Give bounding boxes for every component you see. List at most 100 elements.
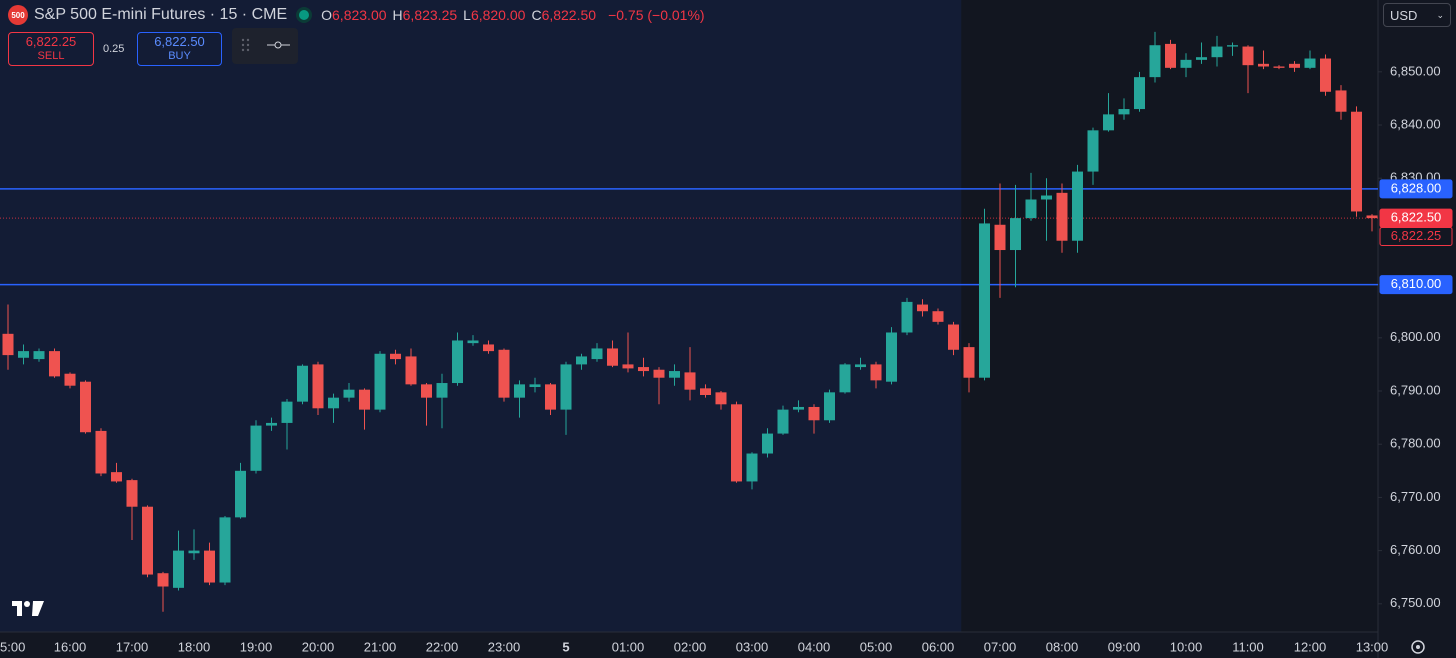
candle-body: [281, 401, 293, 423]
toggle-icon: [241, 38, 290, 52]
x-tick-label: 22:00: [426, 639, 459, 654]
candle-body: [1196, 57, 1207, 60]
candle-body: [1056, 192, 1068, 241]
ohlc: O6,823.00 H6,823.25 L6,820.00 C6,822.50: [321, 7, 602, 23]
candle-body: [1273, 66, 1285, 68]
x-tick-label: 23:00: [488, 639, 521, 654]
candle-body: [684, 372, 696, 390]
candle-body: [1227, 45, 1238, 47]
candle-body: [560, 364, 572, 410]
candle-body: [1149, 45, 1161, 78]
candle-body: [870, 364, 882, 381]
candle-body: [1320, 58, 1331, 92]
candle-body: [421, 384, 432, 398]
candle-body: [343, 389, 355, 398]
candle-body: [653, 369, 665, 378]
candle-body: [483, 344, 494, 352]
candle-body: [1165, 43, 1176, 68]
x-tick-label: 16:00: [54, 639, 87, 654]
x-tick-label: 19:00: [240, 639, 273, 654]
session-background: [961, 0, 1378, 632]
buy-price: 6,822.50: [154, 34, 205, 49]
candle-body: [715, 392, 727, 405]
candle-body: [979, 223, 990, 378]
candle-body: [1351, 111, 1362, 212]
order-panel-toggle[interactable]: [232, 28, 298, 64]
x-tick-label: 18:00: [178, 639, 211, 654]
sell-button[interactable]: 6,822.25 SELL: [8, 32, 94, 66]
currency: USD: [1390, 7, 1418, 23]
candle-body: [452, 340, 463, 384]
candle-body: [250, 425, 262, 471]
candle-body: [1211, 46, 1223, 58]
sell-label: SELL: [37, 50, 65, 62]
candle-body: [793, 406, 804, 410]
candle-body: [1118, 109, 1130, 115]
price-tag: [1379, 226, 1453, 246]
candle-body: [49, 351, 60, 377]
candle-body: [514, 384, 525, 398]
y-tick-label: 6,760.00: [1390, 542, 1441, 557]
candle-body: [142, 506, 153, 575]
x-tick-label: 5: [562, 639, 569, 654]
x-tick-label: 06:00: [922, 639, 955, 654]
x-tick-label: 09:00: [1108, 639, 1141, 654]
candle-body: [18, 351, 29, 358]
candle-body: [297, 365, 308, 402]
buy-label: BUY: [168, 50, 191, 62]
candle-body: [80, 381, 91, 433]
y-tick-label: 6,800.00: [1390, 329, 1441, 344]
y-tick-label: 6,840.00: [1390, 116, 1441, 131]
candle-body: [1134, 77, 1145, 110]
x-tick-label: 04:00: [798, 639, 831, 654]
candle-body: [731, 404, 742, 482]
candle-body: [157, 573, 169, 587]
buy-button[interactable]: 6,822.50 BUY: [137, 32, 222, 66]
x-tick-label: 11:00: [1232, 639, 1264, 654]
candle-body: [436, 383, 448, 398]
x-tick-label: 13:00: [1356, 639, 1389, 654]
price-tag-label: 6,822.50: [1391, 210, 1442, 225]
candle-body: [359, 389, 370, 410]
x-tick-label: 01:00: [612, 639, 645, 654]
candle-body: [266, 422, 277, 426]
y-tick-label: 6,750.00: [1390, 595, 1441, 610]
candle-body: [33, 351, 45, 360]
candle-body: [622, 364, 634, 369]
price-tag: [1379, 275, 1453, 295]
settings-icon[interactable]: [1411, 640, 1425, 654]
ohlc-value: 6,823.00: [332, 7, 387, 23]
x-tick-label: 12:00: [1294, 639, 1327, 654]
candle-body: [2, 333, 14, 356]
candle-body: [886, 332, 897, 382]
candle-body: [1041, 195, 1052, 200]
candle-body: [374, 353, 386, 410]
candle-body: [1258, 63, 1269, 67]
market-status: [299, 10, 310, 20]
candle-body: [1304, 58, 1316, 68]
currency-select[interactable]: USD ⌄: [1383, 3, 1451, 27]
candle-body: [669, 371, 680, 378]
x-tick-label: 03:00: [736, 639, 769, 654]
y-tick-label: 6,850.00: [1390, 63, 1441, 78]
x-tick-label: 20:00: [302, 639, 335, 654]
candle-body: [948, 324, 959, 350]
x-tick-label: 5:00: [0, 639, 25, 654]
candle-body: [328, 397, 339, 409]
dropdown-arrow: ⌄: [1436, 9, 1444, 20]
candle-body: [994, 224, 1006, 251]
candle-body: [529, 384, 541, 388]
candle-body: [126, 480, 138, 507]
candle-body: [917, 304, 928, 312]
sell-price: 6,822.25: [25, 34, 77, 49]
candle-body: [700, 388, 711, 395]
candle-body: [777, 409, 789, 434]
price-tag-label: 6,822.25: [1391, 228, 1442, 243]
ohlc-key: L: [463, 7, 471, 23]
candle-body: [1010, 218, 1021, 251]
candle-body: [235, 470, 246, 518]
ohlc-key: C: [531, 7, 542, 23]
candle-body: [808, 406, 820, 421]
